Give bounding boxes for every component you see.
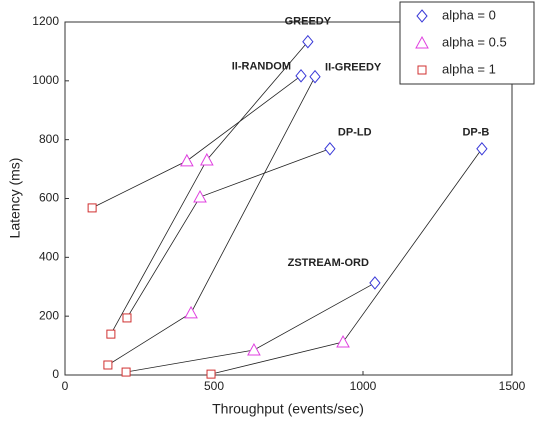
point (103, 360, 113, 370)
y-tick-label: 800 (39, 132, 59, 146)
point (324, 142, 336, 156)
connector-line (107, 76, 316, 366)
y-tick-label: 400 (39, 250, 59, 264)
point (106, 329, 116, 339)
algorithm-label: II-RANDOM (232, 61, 291, 73)
x-tick-label: 0 (62, 379, 69, 393)
connector-line (91, 75, 302, 209)
y-tick-label: 600 (39, 191, 59, 205)
connector-line (126, 148, 331, 319)
point (206, 369, 216, 379)
y-tick-label: 200 (39, 308, 59, 322)
legend-label: alpha = 0 (442, 7, 496, 22)
point (369, 276, 381, 290)
algorithm-label: ZSTREAM-ORD (288, 257, 369, 269)
legend-marker (417, 65, 427, 75)
legend-label: alpha = 1 (442, 61, 496, 76)
point (121, 367, 131, 377)
point (336, 335, 350, 348)
point (295, 69, 307, 83)
algorithm-label: DP-B (462, 127, 489, 139)
point (193, 189, 207, 203)
connector-line (110, 41, 309, 335)
point (180, 153, 194, 167)
point (309, 69, 321, 84)
legend-marker (415, 35, 429, 49)
x-tick-label: 500 (204, 379, 224, 393)
point (184, 305, 198, 319)
algorithm-label: II-GREEDY (325, 62, 382, 74)
point (476, 142, 488, 156)
legend-label: alpha = 0.5 (442, 34, 507, 49)
point (302, 34, 314, 49)
point (200, 152, 214, 166)
x-tick-label: 1500 (499, 379, 526, 393)
point (247, 342, 261, 356)
algorithm-label: GREEDY (285, 16, 332, 28)
point (122, 313, 132, 323)
point (87, 203, 97, 213)
y-tick-label: 0 (52, 367, 59, 381)
y-tick-label: 1200 (32, 14, 59, 28)
y-axis-label: Latency (ms) (7, 158, 23, 239)
algorithm-label: DP-LD (338, 127, 372, 139)
connector-line (126, 282, 376, 373)
y-tick-label: 1000 (32, 73, 59, 87)
x-axis-label: Throughput (events/sec) (212, 401, 364, 417)
legend-marker (416, 9, 428, 23)
x-tick-label: 1000 (350, 379, 377, 393)
